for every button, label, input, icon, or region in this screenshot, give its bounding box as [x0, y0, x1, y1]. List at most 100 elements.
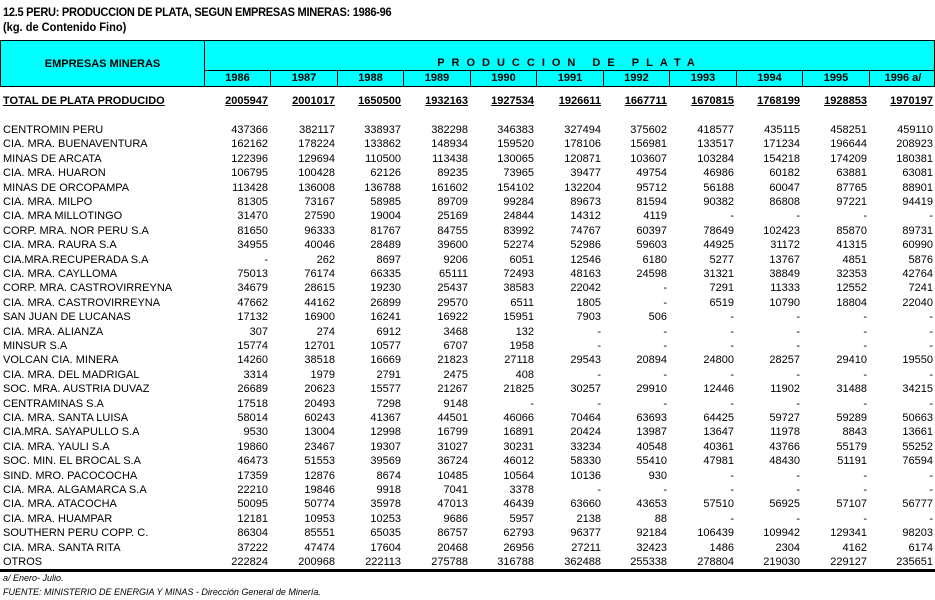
cell-value: 34679: [208, 281, 268, 295]
cell-text: 13987: [636, 426, 667, 439]
cell-text: 113438: [432, 152, 468, 165]
cell-text: 435115: [764, 124, 800, 136]
cell-text: 65111: [439, 268, 468, 280]
cell-text: 16669: [370, 354, 401, 367]
cell-value: -: [541, 483, 601, 497]
cell-text: 72493: [503, 268, 534, 280]
cell-text: 89235: [437, 167, 468, 180]
cell-text: 200968: [298, 556, 335, 568]
cell-text: -: [929, 512, 933, 525]
cell-value: -: [541, 325, 601, 339]
company-name: CIA. MRA. HUAMPAR: [3, 512, 113, 525]
year-header: 1996 a/: [884, 72, 922, 84]
cell-text: 44162: [304, 296, 335, 309]
cell-text: 11333: [770, 282, 800, 295]
cell-text: 161602: [431, 181, 468, 194]
cell-text: 14312: [570, 210, 601, 223]
cell-text: 33234: [570, 440, 601, 453]
company-name: TOTAL DE PLATA PRODUCIDO: [3, 95, 165, 107]
cell-text: 19307: [370, 440, 401, 453]
cell-text: 78649: [703, 224, 734, 237]
cell-value: 52274: [474, 238, 534, 252]
cell-text: 222824: [231, 556, 268, 568]
cell-value: 362488: [541, 555, 601, 569]
cell-value: 39600: [408, 238, 468, 252]
cell-value: 159520: [474, 137, 534, 151]
cell-text: 103607: [630, 152, 667, 165]
cell-value: 122396: [208, 152, 268, 166]
cell-value: 38583: [474, 281, 534, 295]
cell-value: 4119: [607, 209, 667, 223]
table-row: CIA.MRA. SAYAPULLO S.A 9530 13004 12998 1679…: [0, 425, 935, 439]
cell-text: 39569: [370, 455, 401, 468]
cell-text: 458251: [830, 124, 867, 136]
cell-value: -: [740, 339, 800, 353]
cell-text: 110500: [365, 152, 401, 165]
cell-value: 63081: [873, 166, 933, 180]
cell-text: 17604: [370, 541, 401, 554]
cell-text: -: [863, 484, 867, 496]
cell-value: -: [807, 310, 867, 324]
cell-value: 89731: [873, 224, 933, 238]
cell-value: 78649: [674, 224, 734, 238]
cell-text: 73167: [304, 196, 335, 208]
cell-text: -: [663, 296, 667, 309]
cell-text: 375602: [630, 124, 667, 136]
cell-text: 278804: [697, 556, 734, 568]
company-name: CIA. MRA. YAULI S.A: [3, 440, 110, 453]
cell-text: 29570: [437, 296, 468, 309]
cell-text: 31321: [703, 268, 734, 280]
cell-value: 21825: [474, 382, 534, 396]
cell-value: 11902: [740, 382, 800, 396]
cell-value: 102423: [740, 224, 800, 238]
cell-text: 39600: [437, 239, 468, 252]
cell-text: 94419: [902, 196, 933, 208]
cell-text: 14260: [237, 354, 268, 367]
company-name: CIA. MRA. CASTROVIRREYNA: [3, 296, 161, 309]
table-row: CORP. MRA. NOR PERU S.A 81650 96333 81767 84…: [0, 224, 935, 238]
cell-text: 154218: [763, 152, 800, 165]
cell-text: 35978: [370, 498, 401, 511]
cell-text: 6519: [709, 296, 734, 309]
cell-text: -: [597, 368, 601, 381]
cell-value: 97221: [807, 195, 867, 209]
cell-text: 275788: [431, 556, 468, 568]
table-row: CIA. MRA. ALIANZA 307 274 6912 3468 132 - - - - - -: [0, 325, 935, 339]
total-row: TOTAL DE PLATA PRODUCIDO 2005947 2001017 16…: [0, 94, 935, 108]
cell-value: 1927534: [474, 94, 534, 108]
company-name: CIA. MRA. ALIANZA: [3, 325, 104, 338]
cell-value: 12701: [275, 339, 335, 353]
cell-value: 31172: [740, 238, 800, 252]
cell-value: 274: [275, 325, 335, 339]
cell-value: -: [807, 469, 867, 483]
cell-value: 28489: [341, 238, 401, 252]
cell-value: 6707: [408, 339, 468, 353]
cell-text: -: [597, 484, 601, 496]
cell-value: 31027: [408, 440, 468, 454]
cell-value: 75013: [208, 267, 268, 281]
cell-text: 9918: [376, 484, 401, 496]
cell-value: 96333: [275, 224, 335, 238]
cell-text: 29410: [836, 354, 867, 367]
cell-value: 120871: [541, 152, 601, 166]
cell-value: 62793: [474, 526, 534, 540]
cell-text: -: [730, 311, 734, 324]
cell-text: 43653: [636, 498, 667, 511]
cell-value: 382298: [408, 123, 468, 137]
cell-value: 6511: [474, 296, 534, 310]
cell-value: 10564: [474, 469, 534, 483]
cell-value: 81594: [607, 195, 667, 209]
cell-text: 7903: [576, 311, 601, 324]
cell-text: 86304: [237, 527, 268, 540]
cell-value: 63693: [607, 411, 667, 425]
cell-text: -: [663, 282, 667, 295]
cell-value: -: [873, 339, 933, 353]
cell-value: -: [674, 209, 734, 223]
cell-text: 98203: [902, 527, 933, 540]
table-row: CIA. MRA. BUENAVENTURA 162162 178224 133862…: [0, 137, 935, 151]
cell-text: 24800: [703, 354, 734, 367]
cell-text: 40046: [304, 239, 335, 252]
cell-value: -: [807, 512, 867, 526]
cell-value: 55410: [607, 454, 667, 468]
cell-text: 1958: [509, 340, 534, 352]
